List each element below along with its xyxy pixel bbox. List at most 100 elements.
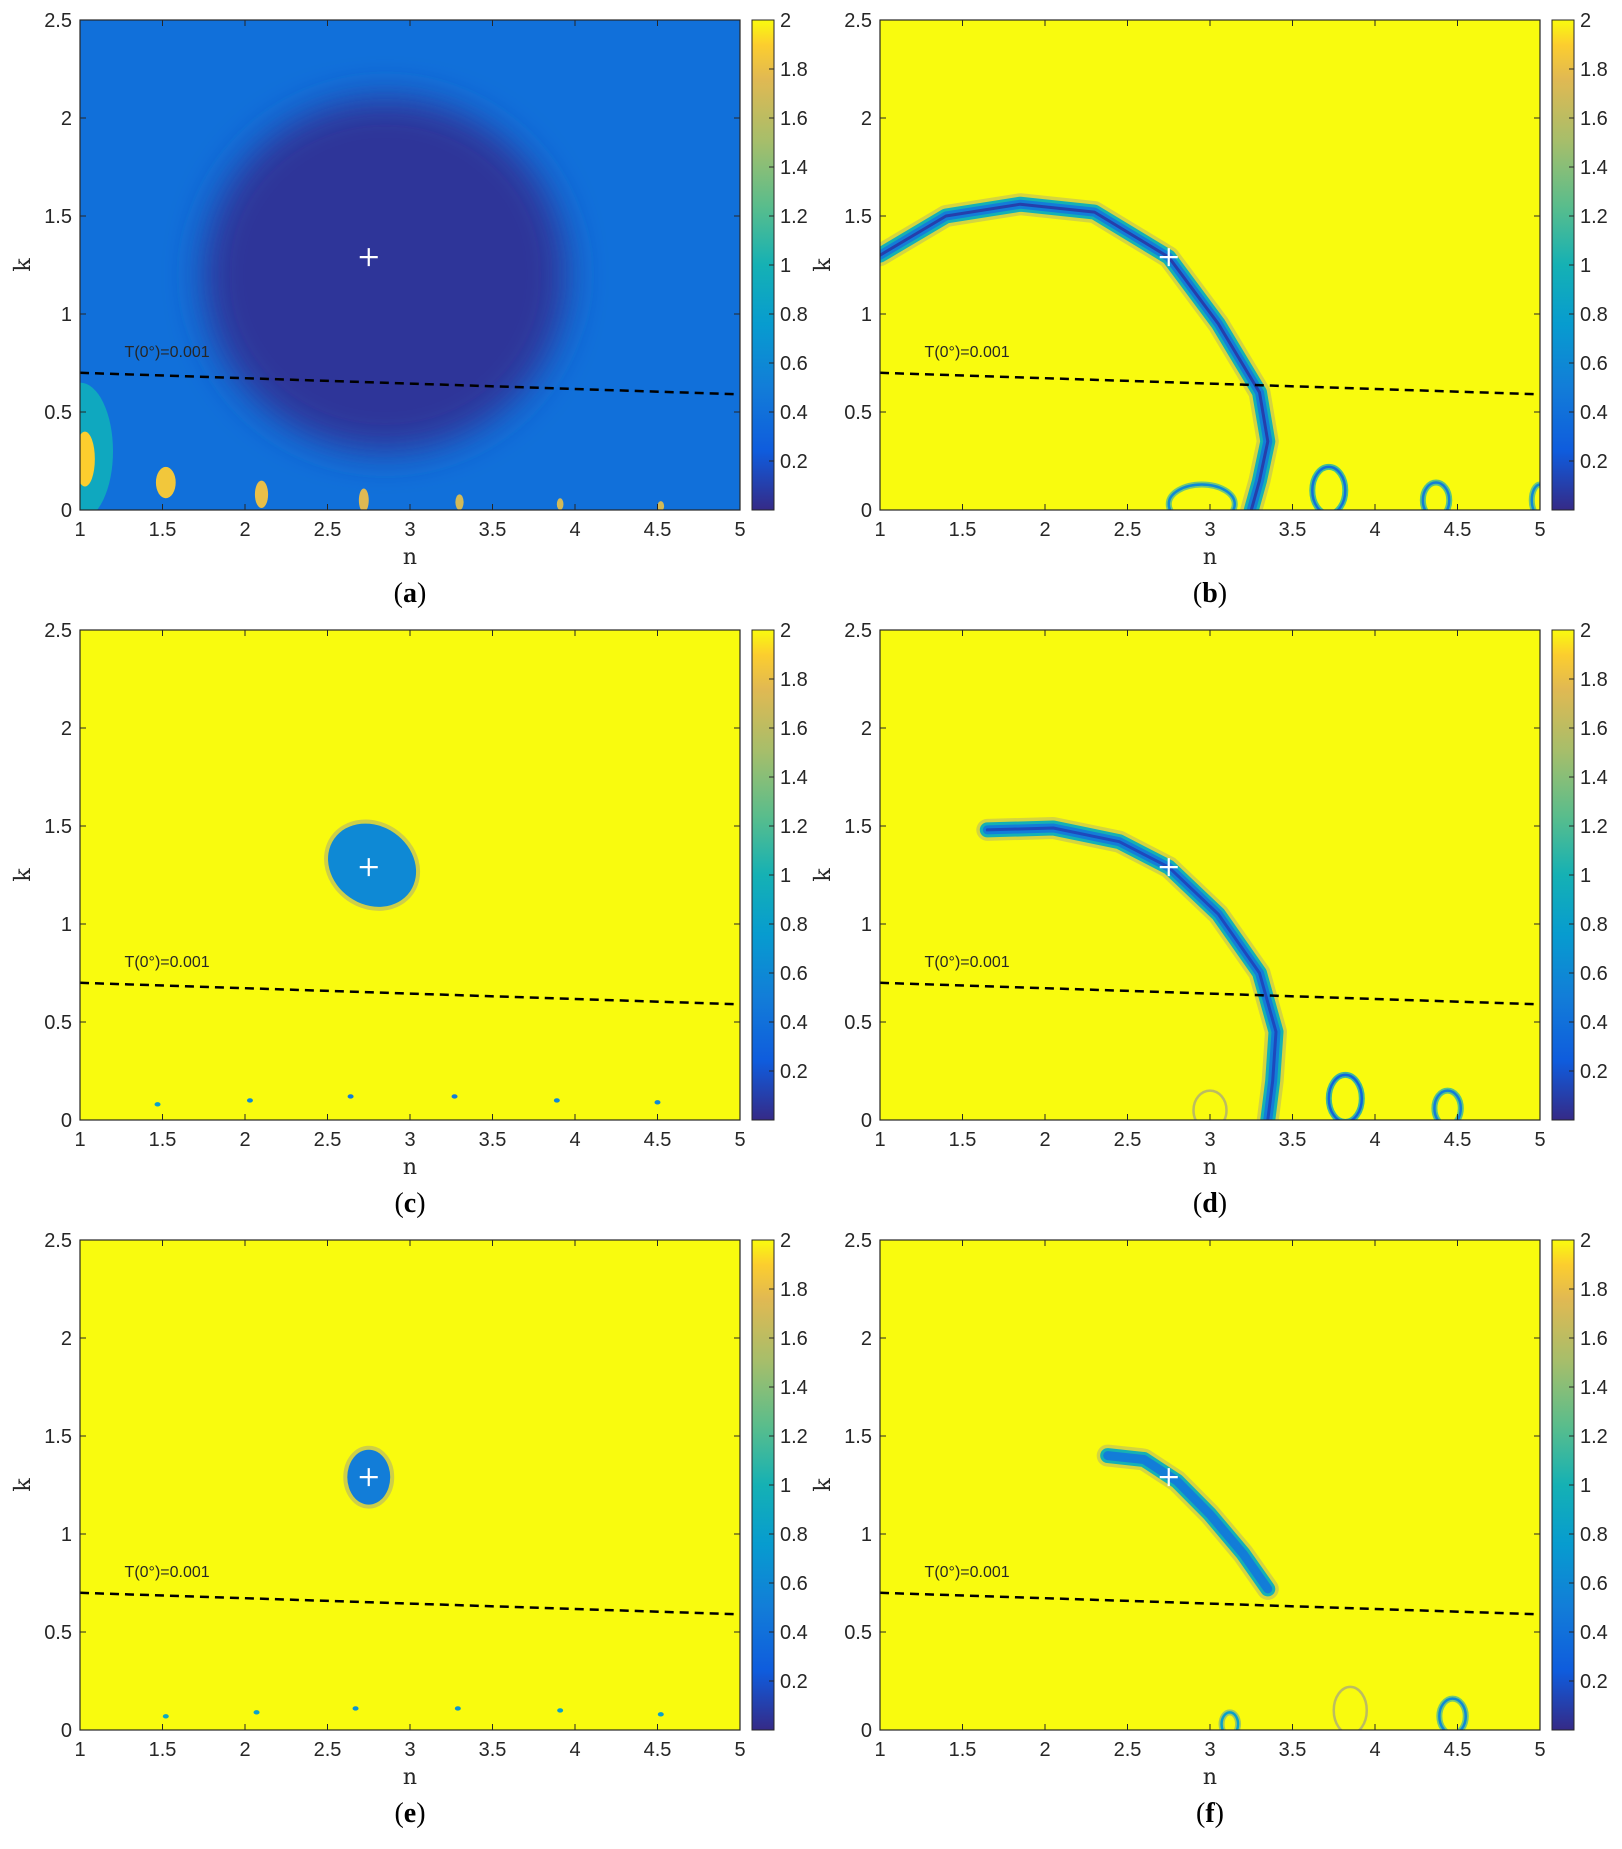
x-tick-label: 3.5 (1279, 1739, 1307, 1761)
colorbar-tick-label: 1 (780, 255, 791, 277)
heatmap-feature-6 (557, 1708, 564, 1713)
y-tick-label: 1.5 (44, 816, 72, 838)
heatmap-feature-4 (1192, 1089, 1228, 1120)
panel-c: T(0°)=0.001 1 1.5 2 2.5 3 3.5 4 4.5 5 0 0.5 1 1.5 2 2.5… (11, 620, 808, 1219)
x-tick-label: 3.5 (1279, 1129, 1307, 1151)
heatmap-feature-1 (880, 202, 1270, 510)
heatmap-feature-5 (451, 1094, 458, 1099)
x-tick-label: 5 (734, 1739, 745, 1761)
heatmap-feature-8 (556, 498, 564, 510)
x-tick-label: 5 (1534, 519, 1545, 541)
caption-letter: a (403, 578, 417, 609)
y-tick-label: 1 (861, 1524, 872, 1546)
colorbar-tick-label: 0.2 (780, 1671, 808, 1693)
x-tick-label: 4 (1369, 1739, 1380, 1761)
heatmap-background (880, 630, 1540, 1120)
heatmap-feature-3 (253, 1710, 260, 1715)
x-tick-label: 4 (1369, 1129, 1380, 1151)
y-axis-label: k (811, 258, 836, 272)
x-axis-label: n (1203, 1765, 1217, 1790)
colorbar-tick-label: 2 (1580, 620, 1591, 642)
colorbar-tick-label: 0.2 (1580, 451, 1608, 473)
x-tick-label: 1.5 (149, 1739, 177, 1761)
colorbar-tick-label: 1.6 (1580, 1328, 1608, 1350)
x-tick-label: 3.5 (479, 519, 507, 541)
x-tick-label: 4.5 (644, 1739, 672, 1761)
x-tick-label: 2.5 (314, 519, 342, 541)
colorbar-tick-label: 1.6 (780, 108, 808, 130)
y-tick-label: 2 (61, 1328, 72, 1350)
y-axis-label: k (11, 258, 36, 272)
colorbar-tick-label: 0.6 (1580, 1573, 1608, 1595)
x-tick-label: 2.5 (314, 1739, 342, 1761)
heatmap-background (880, 1240, 1540, 1730)
threshold-label: T(0°)=0.001 (125, 1564, 210, 1581)
heatmap-feature-7 (657, 1712, 664, 1717)
y-tick-label: 0.5 (844, 402, 872, 424)
heatmap-feature-3 (1433, 1089, 1463, 1120)
colorbar-tick-label: 1.8 (1580, 59, 1608, 81)
x-tick-label: 2.5 (1114, 1739, 1142, 1761)
x-tick-label: 3 (404, 519, 415, 541)
x-tick-label: 3 (1204, 1129, 1215, 1151)
x-tick-label: 2.5 (314, 1129, 342, 1151)
target-marker (359, 1468, 378, 1487)
y-tick-label: 0.5 (44, 1012, 72, 1034)
y-tick-label: 2.5 (44, 10, 72, 32)
y-tick-label: 1 (861, 304, 872, 326)
x-tick-label: 1 (74, 519, 85, 541)
colorbar-tick-label: 0.4 (780, 1012, 808, 1034)
x-tick-label: 2.5 (1114, 1129, 1142, 1151)
threshold-line (79, 1591, 741, 1616)
x-axis-label: n (403, 545, 417, 570)
x-tick-label: 4.5 (1444, 1739, 1472, 1761)
threshold-label: T(0°)=0.001 (925, 1564, 1010, 1581)
x-axis-label: n (403, 1765, 417, 1790)
y-tick-label: 1 (61, 1524, 72, 1546)
y-tick-label: 2.5 (44, 1230, 72, 1252)
colorbar-tick-label: 1.4 (780, 157, 808, 179)
heatmap-feature-4 (347, 1094, 354, 1099)
heatmap-feature-3 (1421, 481, 1451, 510)
colorbar-tick-label: 0.6 (780, 353, 808, 375)
caption-letter: d (1202, 1188, 1218, 1219)
y-tick-label: 0.5 (44, 402, 72, 424)
threshold-line (79, 981, 741, 1006)
y-tick-label: 0 (861, 1110, 872, 1132)
x-axis-label: n (1203, 545, 1217, 570)
x-tick-label: 4.5 (1444, 519, 1472, 541)
heatmap-feature-5 (454, 1706, 461, 1711)
threshold-line (879, 981, 1541, 1006)
x-tick-label: 4.5 (1444, 1129, 1472, 1151)
panel-caption: (d) (1193, 1188, 1227, 1219)
x-tick-label: 3.5 (479, 1129, 507, 1151)
y-tick-label: 1 (61, 914, 72, 936)
heatmap-feature-4 (352, 1706, 359, 1711)
y-tick-label: 1.5 (844, 1426, 872, 1448)
colorbar-tick-label: 0.6 (1580, 963, 1608, 985)
caption-letter: e (404, 1798, 416, 1829)
target-marker (1159, 248, 1178, 267)
caption-open: ( (1193, 578, 1202, 609)
heatmap-field (80, 20, 740, 510)
y-axis-label: k (811, 1478, 836, 1492)
x-tick-label: 2 (1039, 1129, 1050, 1151)
x-tick-label: 2 (239, 1739, 250, 1761)
heatmap-field (880, 1240, 1540, 1730)
y-tick-label: 2.5 (844, 1230, 872, 1252)
x-tick-label: 2 (1039, 1739, 1050, 1761)
colorbar-tick-label: 0.4 (1580, 1012, 1608, 1034)
colorbar-tick-label: 2 (780, 620, 791, 642)
x-tick-label: 1 (874, 1739, 885, 1761)
caption-open: ( (394, 578, 403, 609)
heatmap-background (80, 1240, 740, 1730)
x-tick-label: 3 (1204, 1739, 1215, 1761)
colorbar-tick-label: 0.2 (1580, 1061, 1608, 1083)
colorbar-tick-label: 0.8 (780, 304, 808, 326)
colorbar-tick-label: 0.4 (780, 402, 808, 424)
colorbar-tick-label: 1.4 (1580, 1377, 1608, 1399)
colorbar-tick-label: 0.6 (1580, 353, 1608, 375)
colorbar-tick-label: 1.2 (780, 206, 808, 228)
colorbar-tick-label: 1 (1580, 1475, 1591, 1497)
colorbar-tick-label: 1.4 (1580, 157, 1608, 179)
